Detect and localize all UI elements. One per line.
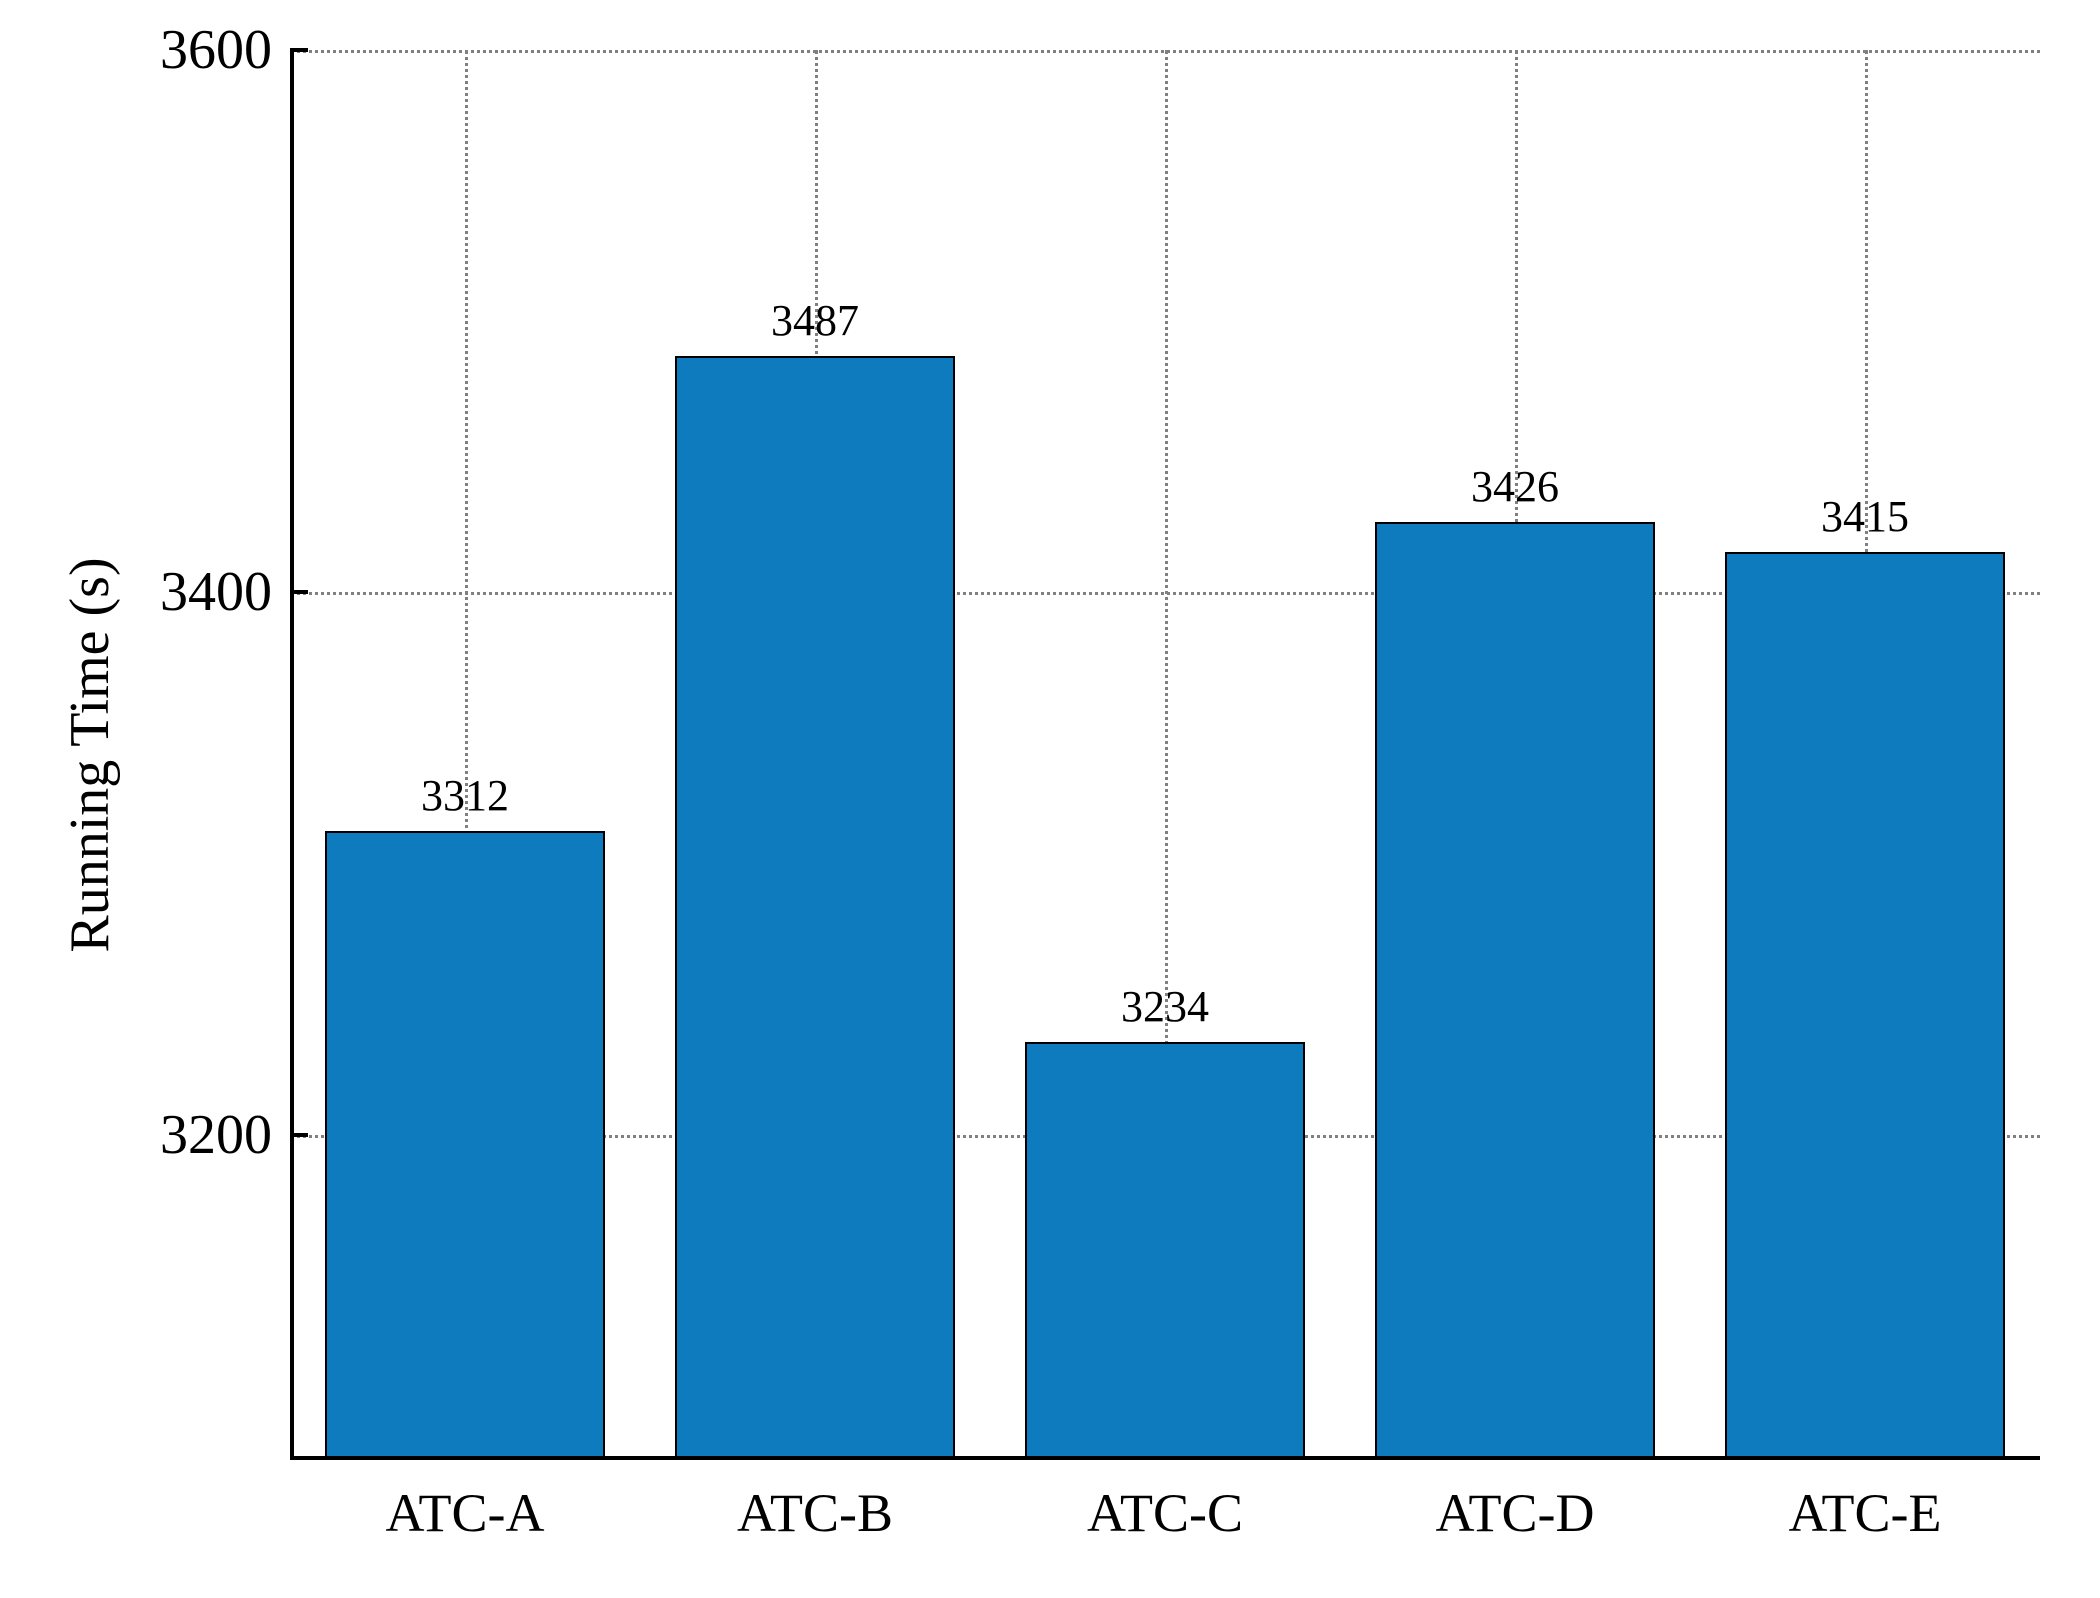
bar	[675, 356, 955, 1460]
bar-value-label: 3426	[1471, 461, 1559, 512]
x-axis-line	[290, 1456, 2040, 1460]
bar-chart: 3200 3400 3600 ATC-A ATC-B ATC-C ATC-D ATC-E 331…	[0, 0, 2100, 1598]
x-tick-label: ATC-E	[1789, 1460, 1942, 1544]
bar	[1725, 552, 2005, 1460]
y-axis-line	[290, 50, 294, 1460]
bar-value-label: 3487	[771, 295, 859, 346]
bar	[1375, 522, 1655, 1460]
x-tick-label: ATC-A	[386, 1460, 545, 1544]
x-tick-label: ATC-C	[1087, 1460, 1243, 1544]
bar	[1025, 1042, 1305, 1460]
bar	[325, 831, 605, 1460]
bar-value-label: 3234	[1121, 981, 1209, 1032]
x-tick-label: ATC-B	[737, 1460, 893, 1544]
y-tick-label: 3400	[160, 560, 290, 624]
y-tick-label: 3600	[160, 18, 290, 82]
y-tick-label: 3200	[160, 1103, 290, 1167]
bar-value-label: 3312	[421, 770, 509, 821]
bar-value-label: 3415	[1821, 491, 1909, 542]
y-axis-label: Running Time (s)	[58, 557, 122, 952]
x-tick-label: ATC-D	[1436, 1460, 1595, 1544]
plot-area: 320034003600ATC-AATC-BATC-CATC-DATC-E331…	[290, 50, 2040, 1460]
